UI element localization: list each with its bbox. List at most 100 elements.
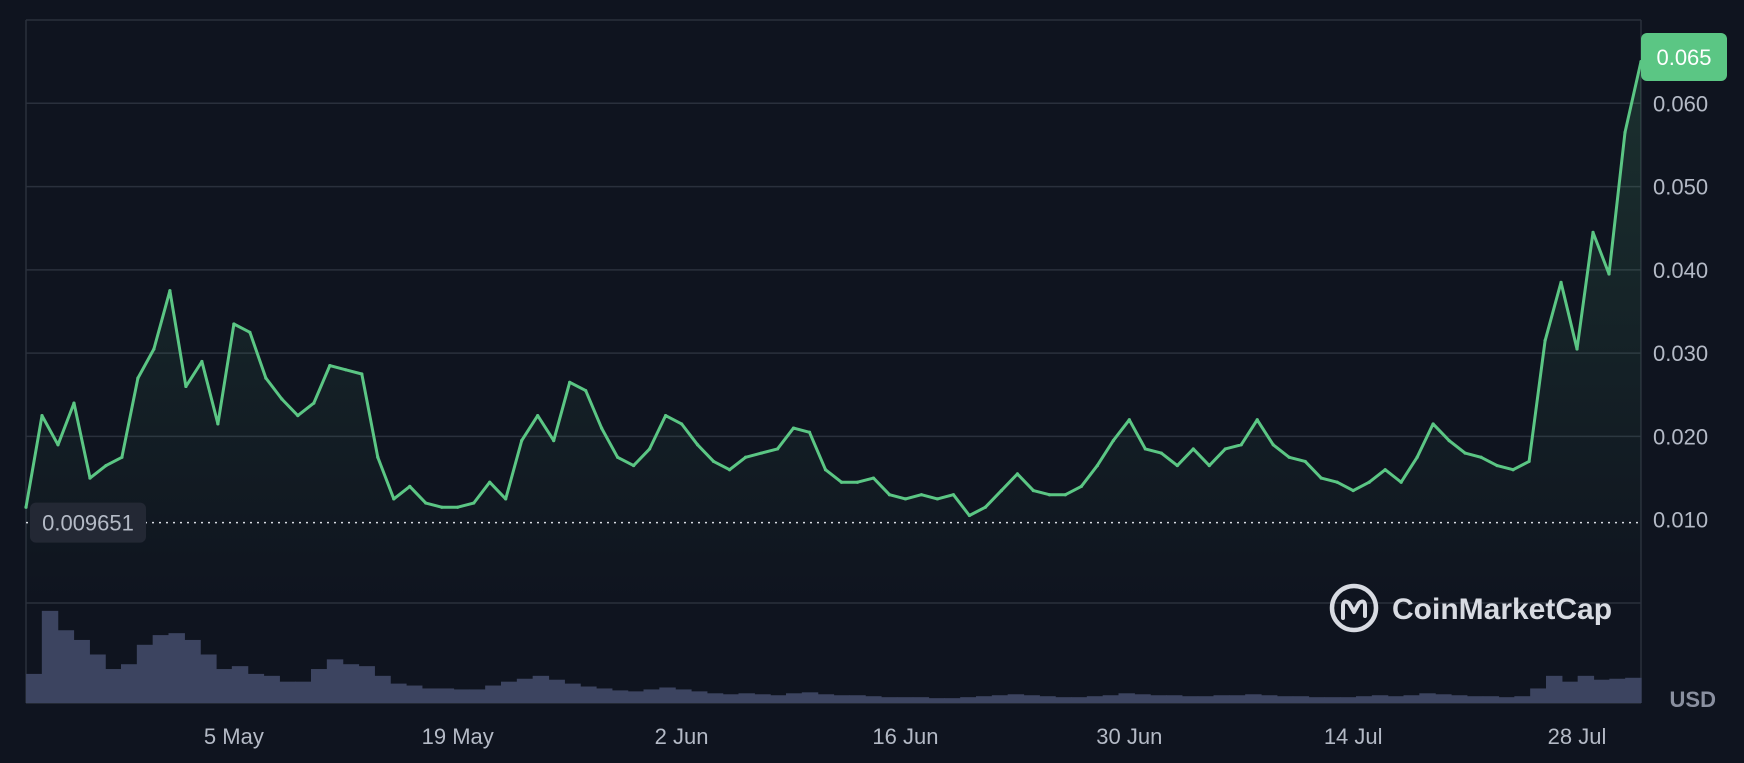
volume-bar [912, 697, 930, 703]
volume-bar [1245, 694, 1262, 703]
price-point [1431, 422, 1435, 426]
volume-bar [801, 692, 819, 703]
price-point [999, 488, 1003, 493]
volume-bar [881, 697, 898, 703]
price-point [1159, 451, 1163, 455]
price-point [1191, 447, 1195, 451]
volume-bar [1039, 696, 1056, 703]
price-point [695, 443, 700, 447]
volume-bar [1229, 695, 1246, 703]
price-point [711, 459, 716, 464]
price-point [935, 497, 940, 501]
price-point [152, 347, 156, 351]
volume-bar [1023, 695, 1040, 703]
price-point [1415, 455, 1419, 459]
price-point [823, 468, 828, 472]
y-tick-label: 0.010 [1653, 508, 1708, 533]
volume-bar [754, 694, 771, 703]
volume-bar [580, 686, 597, 703]
volume-bar [1498, 697, 1515, 703]
price-point [839, 480, 844, 484]
volume-bar [627, 691, 645, 703]
volume-bar [105, 669, 122, 703]
volume-bar [1181, 696, 1199, 703]
price-line [24, 60, 1643, 517]
price-point [1463, 451, 1467, 455]
price-point [1575, 347, 1579, 351]
volume-bar [833, 695, 850, 703]
price-point [616, 455, 620, 459]
volume-bar [675, 689, 692, 703]
volume-bar [596, 688, 613, 703]
y-tick-label: 0.050 [1653, 175, 1708, 200]
price-point [424, 501, 428, 505]
volume-bar [279, 681, 296, 703]
price-point [1383, 468, 1387, 472]
price-point [1527, 459, 1531, 464]
volume-bar [263, 675, 280, 703]
price-point [759, 451, 764, 455]
price-point [1031, 488, 1035, 493]
volume-bar [421, 688, 439, 703]
price-point [1143, 447, 1147, 451]
volume-bar [326, 659, 344, 703]
price-point [504, 497, 508, 501]
price-point [600, 426, 604, 430]
current-price-label: 0.065 [1656, 45, 1711, 70]
price-point [1591, 230, 1595, 234]
volume-bar [136, 644, 154, 703]
volume-bar [1007, 694, 1025, 703]
watermark: CoinMarketCap [1329, 583, 1612, 633]
volume-bar [786, 693, 803, 703]
price-point [919, 493, 924, 497]
price-point [1319, 476, 1323, 480]
volume-bar [738, 693, 755, 703]
price-point [312, 401, 316, 405]
price-point [951, 493, 956, 497]
volume-bar [659, 687, 676, 703]
reference-line: 0.009651 [26, 502, 1641, 543]
volume-bar [865, 696, 882, 703]
price-point [200, 359, 204, 364]
price-point [72, 401, 76, 405]
volume-bar [89, 654, 106, 703]
volume-bar [1086, 696, 1104, 703]
y-tick-label: 0.030 [1653, 341, 1708, 366]
price-point [1287, 455, 1291, 459]
price-point [1047, 493, 1051, 497]
price-point [1111, 438, 1115, 443]
price-area-fill [26, 61, 1641, 604]
volume-bar [896, 697, 914, 703]
volume-bar [1577, 675, 1595, 703]
x-tick-label: 30 Jun [1096, 724, 1162, 749]
price-point [1239, 443, 1243, 447]
price-point [1367, 480, 1371, 484]
volume-bar [1435, 694, 1452, 703]
price-point [1559, 280, 1563, 284]
volume-bar [311, 669, 328, 703]
price-point [1335, 480, 1339, 484]
volume-bar [1482, 696, 1500, 703]
price-point [1479, 455, 1483, 459]
volume-bar [121, 664, 138, 703]
price-point [184, 384, 188, 389]
price-point [24, 505, 28, 509]
volume-bar [1356, 696, 1373, 703]
price-point [983, 505, 988, 509]
price-point [104, 463, 108, 468]
current-price-badge: 0.065 [1641, 33, 1727, 81]
price-point [344, 368, 348, 372]
price-point [903, 497, 908, 501]
volume-bar [976, 696, 993, 703]
volume-bar [1324, 697, 1341, 703]
volume-bar [1625, 677, 1642, 703]
y-tick-label: 0.060 [1653, 91, 1708, 116]
volume-bar [1134, 694, 1151, 703]
price-point [56, 443, 60, 447]
volume-bar [358, 666, 375, 703]
volume-bar [342, 664, 360, 703]
volume-bar [1451, 695, 1468, 703]
volume-bar [1276, 696, 1294, 703]
price-point [1015, 472, 1019, 476]
volume-bar [390, 683, 407, 703]
